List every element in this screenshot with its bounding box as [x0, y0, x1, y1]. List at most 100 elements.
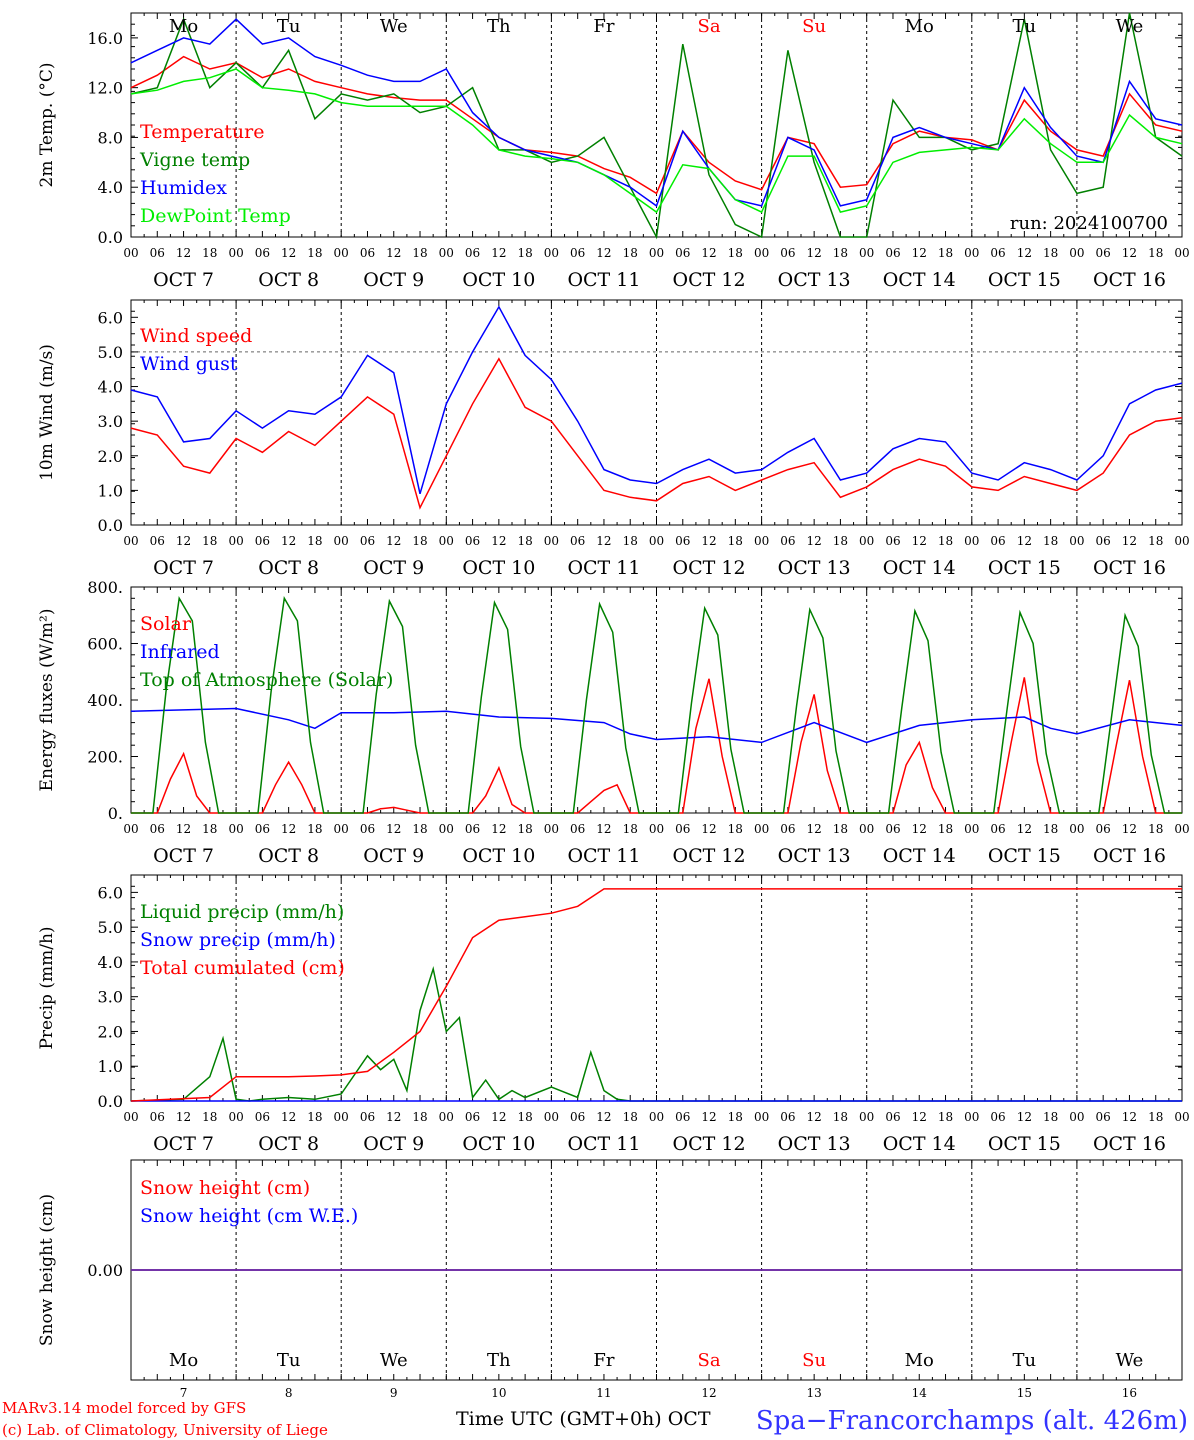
y-tick-label: 4.0 — [98, 378, 123, 397]
hour-label: 18 — [938, 534, 953, 548]
date-label: OCT 15 — [988, 1133, 1061, 1155]
hour-label: 06 — [780, 246, 795, 260]
hour-label: 00 — [334, 246, 349, 260]
date-label: OCT 12 — [673, 1133, 746, 1155]
hour-label: 00 — [1069, 246, 1084, 260]
hour-label: 00 — [964, 534, 979, 548]
hour-label: 06 — [990, 534, 1005, 548]
date-label: OCT 13 — [778, 1133, 851, 1155]
hour-label: 18 — [202, 246, 217, 260]
hour-label: 12 — [386, 534, 401, 548]
hour-label: 06 — [885, 534, 900, 548]
hour-label: 06 — [150, 246, 165, 260]
legend-entry: Infrared — [140, 641, 220, 663]
date-label: OCT 11 — [567, 845, 640, 867]
hour-label: 18 — [202, 1110, 217, 1124]
hour-label: 18 — [412, 822, 427, 836]
day-label: Mo — [169, 16, 198, 37]
hour-label: 00 — [544, 534, 559, 548]
hour-label: 00 — [439, 246, 454, 260]
hour-label: 00 — [964, 1110, 979, 1124]
date-label: OCT 9 — [363, 557, 424, 579]
hour-label: 12 — [912, 822, 927, 836]
date-label: OCT 16 — [1093, 269, 1166, 291]
date-label: OCT 7 — [153, 845, 214, 867]
y-axis-label: Snow height (cm) — [37, 1194, 57, 1346]
hour-label: 12 — [491, 246, 506, 260]
hour-label: 00 — [544, 246, 559, 260]
hour-label: 12 — [1017, 1110, 1032, 1124]
hour-label: 12 — [281, 822, 296, 836]
hour-label: 06 — [780, 534, 795, 548]
hour-label: 12 — [701, 246, 716, 260]
hour-label: 12 — [912, 246, 927, 260]
day-label: Fr — [593, 1350, 614, 1371]
date-label: OCT 9 — [363, 269, 424, 291]
hour-label: 18 — [517, 246, 532, 260]
hour-label: 06 — [990, 1110, 1005, 1124]
legend-entry: Top of Atmosphere (Solar) — [140, 669, 393, 691]
hour-label: 18 — [1148, 1110, 1163, 1124]
y-tick-label: 400. — [87, 691, 123, 710]
hour-label: 06 — [465, 822, 480, 836]
hour-label: 18 — [833, 534, 848, 548]
date-label: OCT 7 — [153, 557, 214, 579]
hour-label: 00 — [754, 1110, 769, 1124]
hour-label: 06 — [570, 1110, 585, 1124]
hour-label: 12 — [1122, 534, 1137, 548]
hour-label: 00 — [228, 534, 243, 548]
day-number: 14 — [912, 1386, 928, 1400]
date-label: OCT 12 — [673, 557, 746, 579]
day-label: Th — [487, 1350, 511, 1371]
date-label: OCT 16 — [1093, 557, 1166, 579]
hour-label: 06 — [570, 534, 585, 548]
hour-label: 18 — [833, 1110, 848, 1124]
hour-label: 00 — [123, 534, 138, 548]
date-label: OCT 8 — [258, 269, 319, 291]
hour-label: 00 — [228, 246, 243, 260]
hour-label: 12 — [281, 534, 296, 548]
hour-label: 18 — [833, 822, 848, 836]
hour-label: 00 — [1069, 534, 1084, 548]
day-number: 16 — [1122, 1386, 1137, 1400]
hour-label: 00 — [649, 534, 664, 548]
hour-label: 18 — [307, 1110, 322, 1124]
plot-frame — [130, 12, 1183, 238]
hour-label: 18 — [517, 1110, 532, 1124]
date-label: OCT 15 — [988, 557, 1061, 579]
series-line — [130, 305, 1183, 495]
y-tick-label: 6.0 — [98, 308, 123, 327]
hour-label: 18 — [623, 534, 638, 548]
hour-label: 18 — [623, 822, 638, 836]
footer-model-line: MARv3.14 model forced by GFS — [2, 1399, 246, 1417]
hour-label: 06 — [675, 1110, 690, 1124]
hour-label: 18 — [728, 534, 743, 548]
hour-label: 18 — [938, 1110, 953, 1124]
hour-label: 18 — [1043, 822, 1058, 836]
hour-label: 12 — [281, 246, 296, 260]
hour-label: 18 — [728, 246, 743, 260]
hour-label: 00 — [1069, 822, 1084, 836]
hour-label: 12 — [1017, 534, 1032, 548]
hour-label: 12 — [807, 1110, 822, 1124]
hour-label: 06 — [360, 822, 375, 836]
hour-label: 12 — [176, 822, 191, 836]
hour-label: 12 — [491, 822, 506, 836]
hour-label: 00 — [964, 822, 979, 836]
hour-label: 06 — [990, 246, 1005, 260]
date-label: OCT 10 — [462, 269, 535, 291]
hour-label: 18 — [307, 534, 322, 548]
hour-label: 06 — [675, 822, 690, 836]
hour-label: 00 — [123, 246, 138, 260]
day-number: 7 — [180, 1386, 188, 1400]
hour-label: 00 — [544, 822, 559, 836]
day-label: Tu — [1013, 16, 1037, 37]
hour-label: 18 — [517, 822, 532, 836]
hour-label: 12 — [596, 822, 611, 836]
hour-label: 12 — [701, 1110, 716, 1124]
y-tick-label: 0.0 — [98, 516, 123, 535]
date-label: OCT 8 — [258, 1133, 319, 1155]
hour-label: 06 — [885, 1110, 900, 1124]
y-axis-label: 10m Wind (m/s) — [37, 344, 57, 481]
